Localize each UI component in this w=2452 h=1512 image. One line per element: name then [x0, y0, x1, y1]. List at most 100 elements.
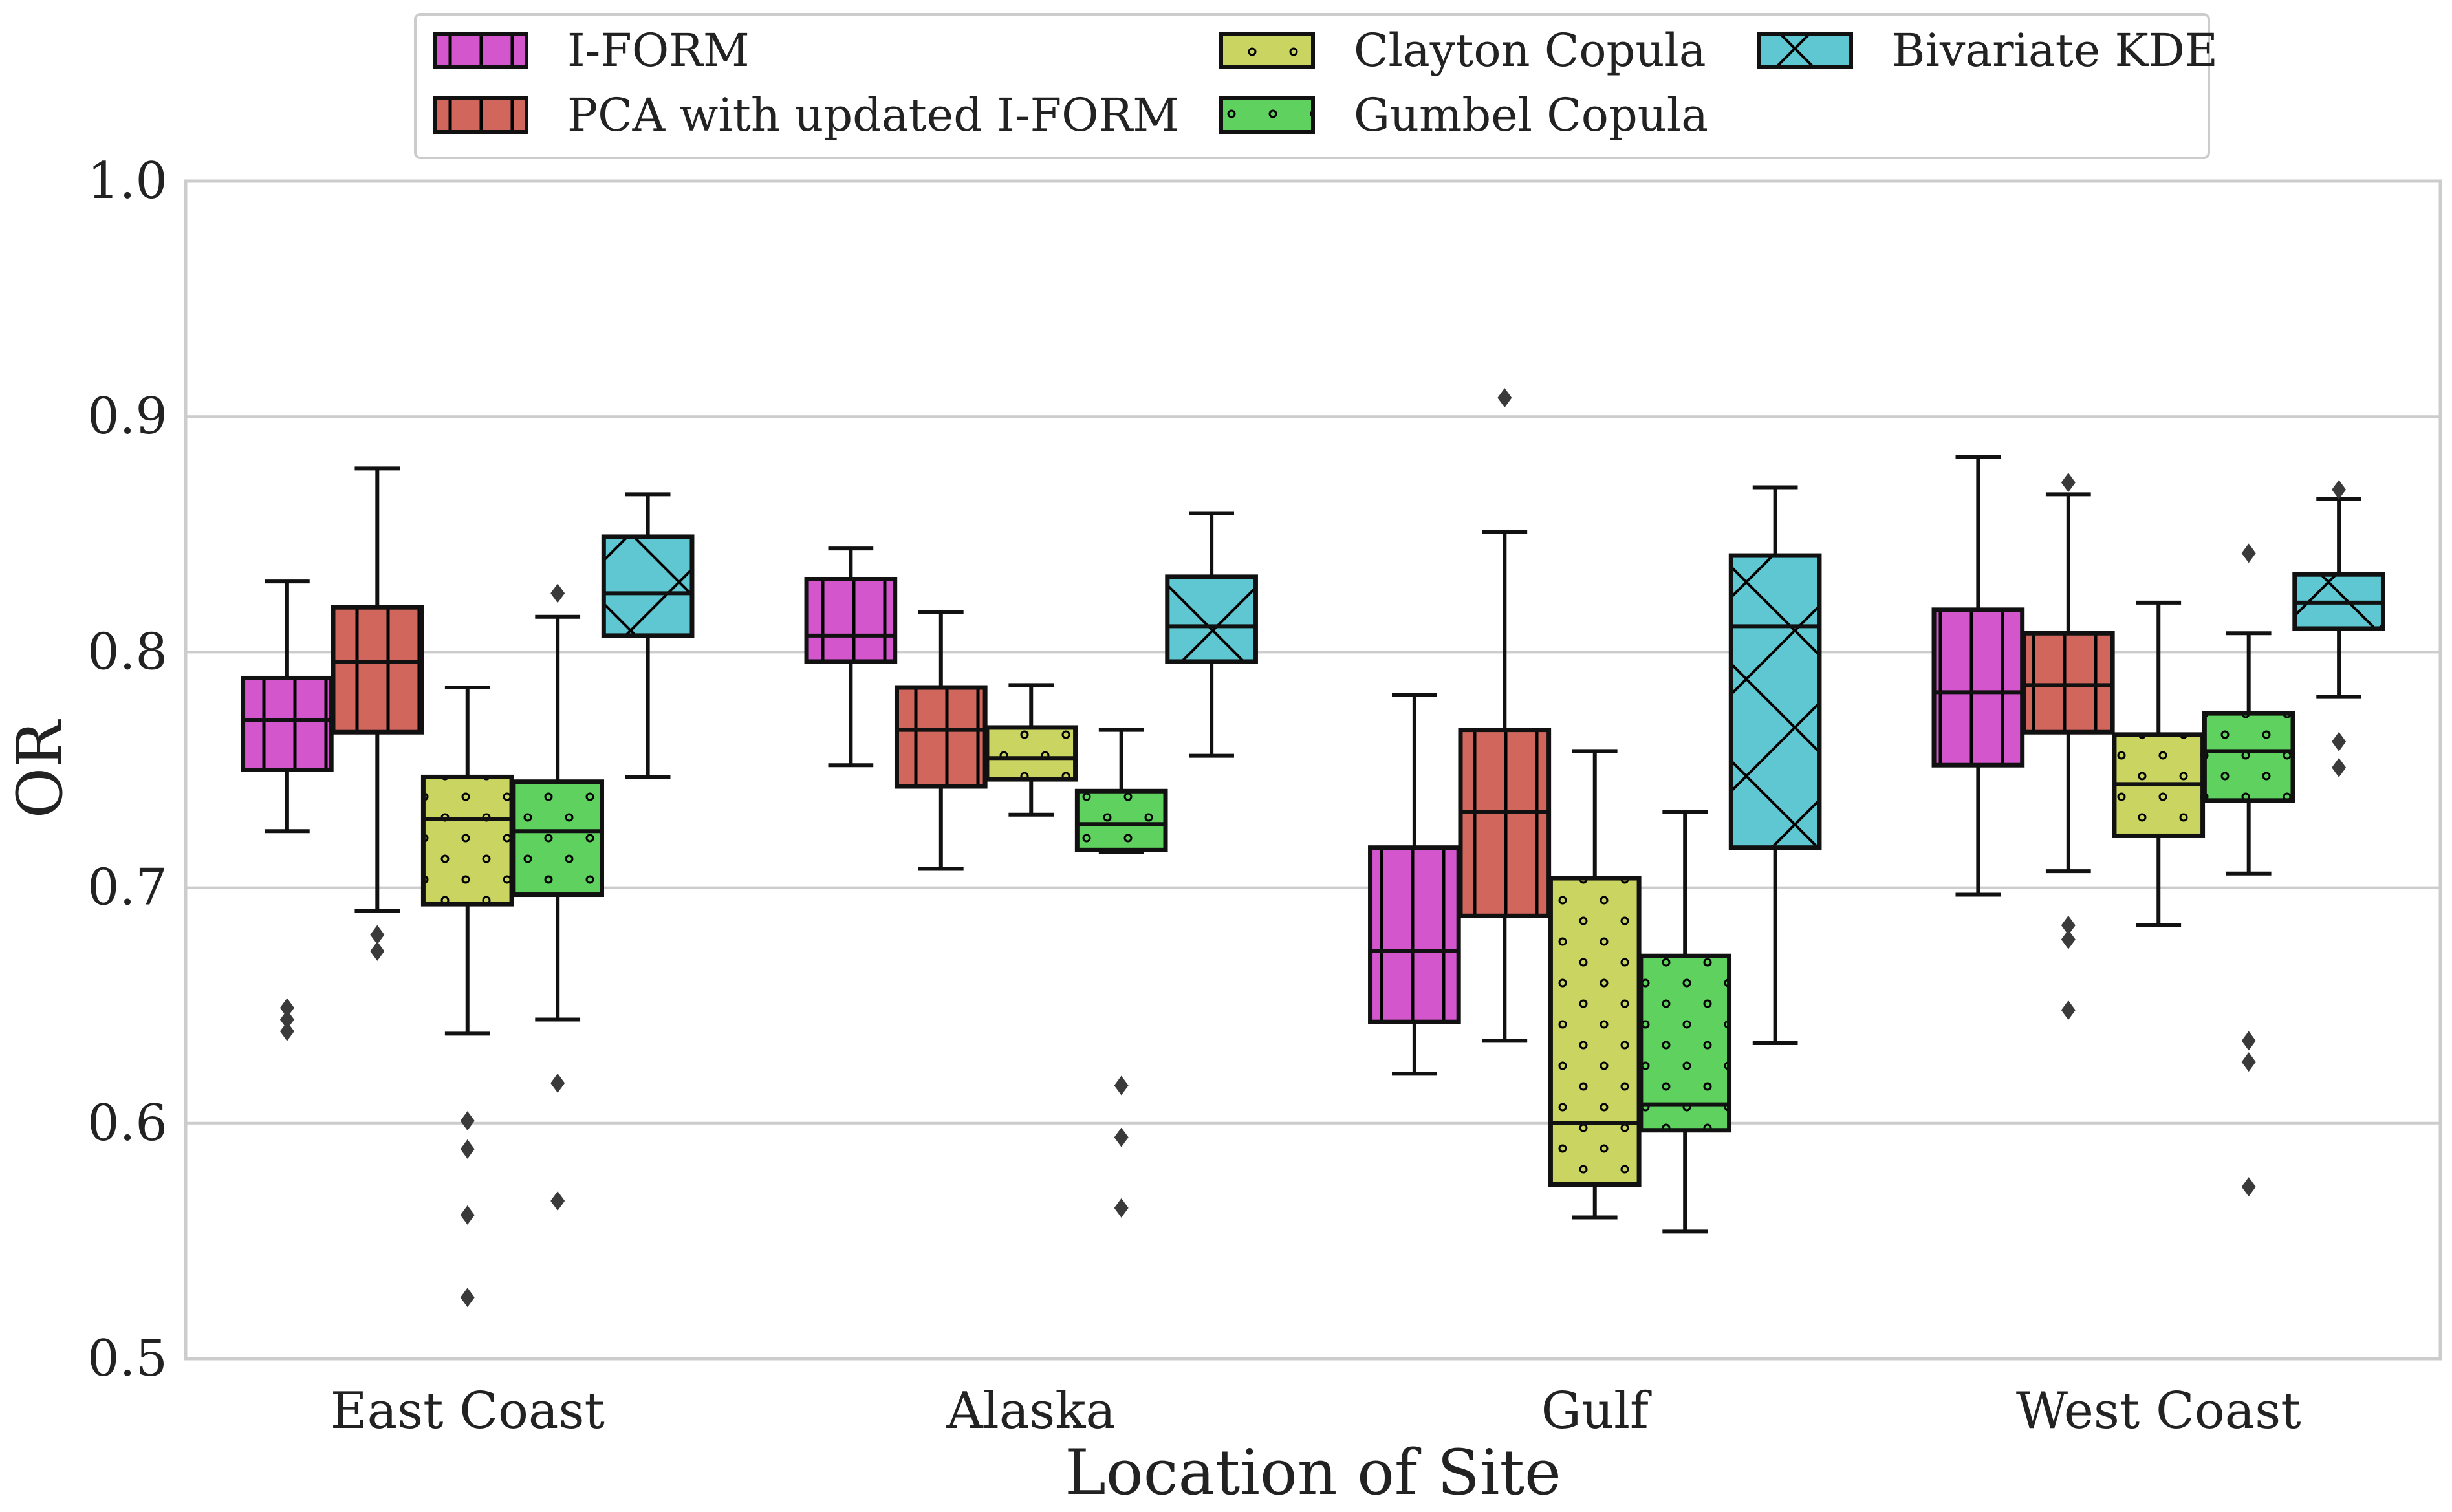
- box-gumbel-copula-gulf: [1638, 810, 1732, 1234]
- outlier-point: [2061, 473, 2076, 493]
- axes: 0.5 0.6 0.7 0.8 0.9 1.0 East Coast Alaska Gulf We…: [87, 152, 2301, 1440]
- box-hatch: [423, 777, 512, 905]
- legend-swatch-hatch: [435, 98, 526, 132]
- legend-swatch-outline: [433, 32, 528, 69]
- y-tick-label: 0.6: [87, 1094, 168, 1152]
- outlier-point: [1114, 1075, 1129, 1096]
- box-clayton-copula-gulf: [1548, 749, 1642, 1220]
- box-outline: [1368, 845, 1461, 1024]
- gridlines: [186, 180, 2440, 1360]
- box-clayton-copula-west-coast: [2112, 600, 2206, 927]
- box-hatch: [513, 781, 602, 895]
- box-pca-with-updated-i-form-west-coast: [2021, 473, 2115, 1020]
- box-hatch: [1460, 729, 1549, 916]
- y-tick-label: 0.9: [87, 387, 168, 446]
- legend-swatch-outline: [1757, 32, 1853, 69]
- box-outline: [2202, 711, 2295, 803]
- x-tick-label-gulf: Gulf: [1541, 1382, 1652, 1440]
- outlier-point: [460, 1139, 475, 1159]
- box-hatch: [1077, 791, 1166, 850]
- box-outline: [1728, 553, 1822, 850]
- y-tick-label: 0.7: [87, 859, 168, 917]
- box-clayton-copula-east-coast: [420, 686, 514, 1308]
- box-bivariate-kde-gulf: [1728, 485, 1822, 1045]
- box-outline: [1638, 953, 1732, 1133]
- box-hatch: [1640, 956, 1730, 1130]
- box-hatch: [2204, 713, 2294, 801]
- outlier-point: [1114, 1198, 1129, 1218]
- box-hatch: [1934, 609, 2023, 766]
- box-pca-with-updated-i-form-alaska: [894, 610, 988, 871]
- outlier-point: [1114, 1127, 1129, 1147]
- y-tick-label: 1.0: [87, 152, 168, 210]
- box-hatch: [807, 579, 895, 662]
- box-outline: [1458, 728, 1552, 918]
- box-clayton-copula-alaska: [984, 683, 1078, 817]
- outlier-point: [2061, 929, 2076, 949]
- outlier-point: [550, 1073, 565, 1093]
- box-outline: [331, 605, 424, 735]
- box-i-form-west-coast: [1931, 455, 2025, 897]
- legend-label: Clayton Copula: [1354, 24, 1706, 77]
- box-outline: [984, 725, 1078, 782]
- box-pca-with-updated-i-form-gulf: [1458, 388, 1552, 1043]
- x-tick-label-alaska: Alaska: [946, 1382, 1116, 1440]
- outlier-point: [2061, 915, 2076, 935]
- box-hatch: [1370, 847, 1459, 1022]
- box-i-form-alaska: [804, 546, 898, 768]
- legend-item-gumbel-copula: Gumbel Copula: [1219, 89, 1708, 142]
- outlier-point: [370, 941, 385, 961]
- outlier-point: [550, 1191, 565, 1211]
- legend-item-bivariate-kde: Bivariate KDE: [1757, 24, 2218, 77]
- legend-swatch-hatch: [1221, 98, 1313, 132]
- outlier-point: [279, 998, 294, 1018]
- box-bivariate-kde-west-coast: [2292, 480, 2385, 777]
- box-pca-with-updated-i-form-east-coast: [331, 466, 424, 961]
- box-hatch: [243, 678, 332, 770]
- outlier-point: [2241, 1052, 2256, 1072]
- outlier-point: [2061, 1000, 2076, 1020]
- box-gumbel-copula-alaska: [1074, 728, 1168, 1218]
- outlier-point: [460, 1288, 475, 1308]
- box-hatch: [1550, 878, 1640, 1185]
- x-axis-title: Location of Site: [1065, 1436, 1561, 1509]
- outlier-point: [2241, 543, 2256, 563]
- legend-item-i-form: I-FORM: [433, 24, 750, 77]
- legend-swatch-outline: [1219, 96, 1315, 134]
- legend-item-clayton-copula: Clayton Copula: [1219, 24, 1706, 77]
- legend-item-pca-with-updated-i-form: PCA with updated I-FORM: [433, 89, 1179, 142]
- box-gumbel-copula-west-coast: [2202, 543, 2295, 1197]
- outlier-point: [2332, 731, 2347, 751]
- box-hatch: [332, 607, 422, 733]
- box-bivariate-kde-east-coast: [601, 492, 695, 779]
- box-hatch: [2024, 633, 2113, 733]
- legend-label: Gumbel Copula: [1354, 89, 1708, 142]
- legend-swatch-outline: [433, 96, 528, 134]
- box-hatch: [603, 536, 692, 636]
- outlier-point: [550, 583, 565, 603]
- outlier-point: [370, 925, 385, 945]
- outlier-point: [2241, 1031, 2256, 1051]
- legend-label: PCA with updated I-FORM: [567, 89, 1179, 142]
- legend-swatch-hatch: [435, 34, 526, 67]
- legend-swatch-hatch: [1221, 34, 1313, 67]
- box-bivariate-kde-alaska: [1165, 511, 1258, 758]
- y-tick-label: 0.5: [87, 1330, 168, 1388]
- x-tick-label-west-coast: West Coast: [2016, 1382, 2301, 1440]
- outlier-point: [1497, 388, 1512, 408]
- box-hatch: [986, 727, 1076, 780]
- box-outline: [1165, 574, 1258, 664]
- plot-area: [241, 388, 2385, 1308]
- legend: I-FORM PCA with updated I-FORM Clayton Cop…: [414, 13, 2218, 159]
- box-outline: [601, 534, 695, 638]
- outlier-point: [279, 1021, 294, 1041]
- legend-swatch-outline: [1219, 32, 1315, 69]
- legend-swatch-hatch: [1759, 34, 1851, 67]
- legend-label: I-FORM: [567, 24, 750, 77]
- box-i-form-gulf: [1368, 692, 1461, 1076]
- box-outline: [1074, 788, 1168, 852]
- box-gumbel-copula-east-coast: [511, 583, 605, 1211]
- y-axis-title: OR: [4, 719, 76, 819]
- y-tick-label: 0.8: [87, 623, 168, 681]
- x-tick-label-east-coast: East Coast: [331, 1382, 605, 1440]
